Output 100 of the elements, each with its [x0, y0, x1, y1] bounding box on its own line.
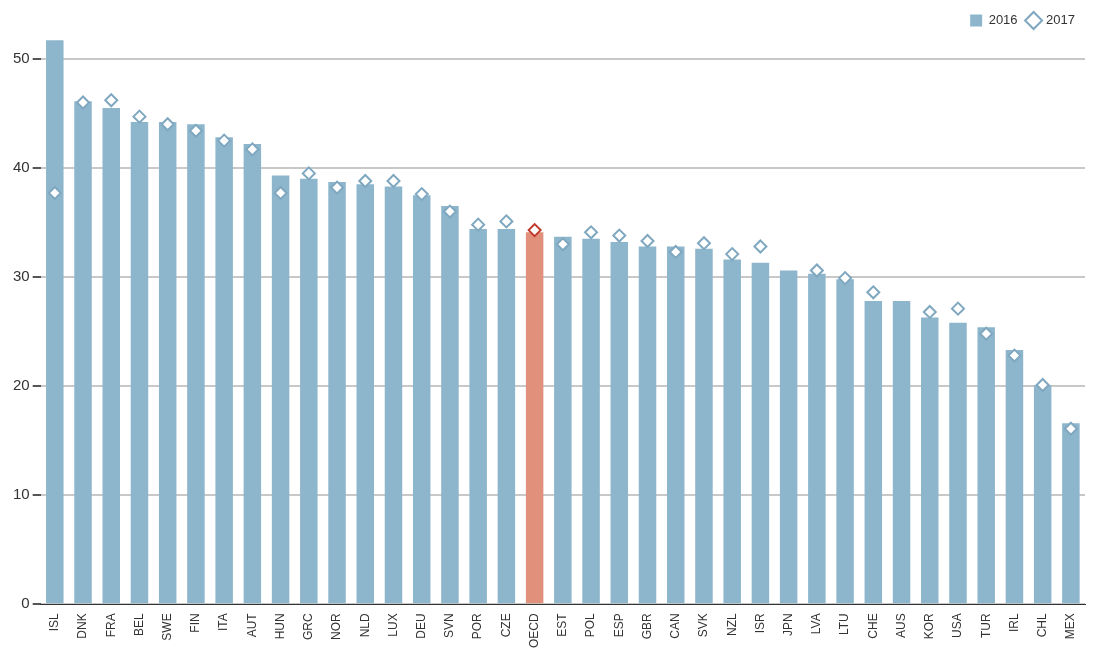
bar — [554, 236, 572, 604]
x-tick-label: CHE — [865, 613, 880, 639]
point — [104, 93, 119, 108]
bar — [497, 229, 516, 604]
legend-label: 2017 — [1046, 12, 1075, 28]
x-tick-label: JPN — [780, 613, 795, 636]
bar — [187, 124, 205, 604]
bar — [469, 229, 487, 604]
point — [555, 237, 570, 252]
x-tick-label: TUR — [978, 613, 993, 638]
bar — [441, 206, 459, 604]
bar — [1062, 423, 1080, 604]
x-tick-label: CZE — [498, 613, 513, 638]
x-tick-label: ITA — [216, 613, 231, 632]
bar — [102, 107, 120, 604]
point — [76, 95, 91, 110]
x-tick-label: GRC — [301, 613, 316, 640]
bar — [610, 242, 629, 604]
point — [132, 109, 147, 124]
point — [838, 271, 853, 286]
x-tick-label: LUX — [385, 613, 400, 637]
bar — [328, 182, 346, 604]
bar — [130, 122, 149, 604]
x-tick-label: FRA — [103, 613, 118, 638]
point — [414, 187, 429, 202]
x-tick-label: NOR — [329, 613, 344, 640]
x-tick-label: NLD — [357, 613, 372, 638]
point — [979, 326, 994, 341]
bar — [695, 248, 713, 604]
bar — [751, 262, 770, 604]
point — [527, 223, 542, 238]
point — [584, 225, 599, 240]
point — [922, 304, 937, 319]
point — [188, 123, 203, 138]
bar — [271, 175, 290, 604]
point — [245, 142, 260, 157]
point — [1035, 378, 1050, 393]
point — [753, 239, 768, 254]
bar — [977, 327, 995, 604]
bar — [864, 301, 883, 604]
point — [640, 234, 655, 249]
x-tick-label: OECD — [526, 613, 541, 648]
x-tick-label: KOR — [922, 613, 937, 640]
point — [471, 217, 486, 232]
bar — [158, 122, 177, 604]
x-tick-label: MEX — [1063, 613, 1078, 640]
point — [612, 228, 627, 243]
x-tick-label: AUS — [893, 613, 908, 639]
x-tick-label: NZL — [724, 613, 739, 636]
point — [668, 244, 683, 259]
x-tick-label: BEL — [131, 613, 146, 637]
x-tick-label: DNK — [75, 613, 90, 639]
bar — [723, 259, 741, 604]
y-tick-label: 30 — [13, 267, 30, 285]
point — [273, 186, 288, 201]
bar — [74, 101, 92, 604]
point — [866, 285, 881, 300]
x-tick-label: DEU — [414, 613, 429, 639]
x-tick-label: GBR — [639, 613, 654, 640]
bar — [779, 270, 798, 604]
bar — [808, 273, 826, 604]
x-tick-label: CAN — [668, 613, 683, 639]
bar — [243, 143, 262, 604]
point — [47, 186, 62, 201]
bar — [46, 40, 64, 604]
y-tick-label: 40 — [13, 158, 30, 176]
point — [358, 174, 373, 189]
x-tick-label: IRL — [1006, 613, 1021, 633]
bar — [836, 279, 854, 604]
x-tick-label: AUT — [244, 612, 259, 638]
point — [725, 247, 740, 262]
x-tick-label: USA — [950, 613, 965, 639]
point — [301, 166, 316, 181]
x-tick-label: ESP — [611, 613, 626, 638]
y-tick-label: 0 — [21, 594, 30, 612]
x-tick-label: LVA — [809, 613, 824, 635]
bar — [356, 184, 375, 604]
bar — [300, 178, 318, 604]
bar — [921, 317, 939, 604]
x-tick-label: ISL — [47, 613, 62, 632]
x-tick-label: CHL — [1034, 613, 1049, 638]
bar — [412, 195, 431, 604]
point — [950, 301, 965, 316]
bar — [215, 137, 233, 604]
point — [499, 214, 514, 229]
bar — [892, 301, 911, 604]
y-tick-label: 20 — [13, 376, 30, 394]
y-tick-label: 10 — [13, 485, 30, 503]
bar — [666, 246, 685, 604]
x-tick-label: SVK — [696, 613, 711, 638]
point — [696, 236, 711, 251]
x-tick-label: POR — [470, 613, 485, 640]
x-tick-label: EST — [555, 612, 570, 637]
x-tick-label: FIN — [188, 613, 203, 633]
bar — [1033, 385, 1052, 604]
point — [1063, 421, 1078, 436]
x-tick-label: POL — [583, 613, 598, 638]
y-tick-label: 50 — [13, 48, 30, 66]
x-tick-label: SVN — [442, 613, 457, 639]
bar — [384, 186, 403, 604]
